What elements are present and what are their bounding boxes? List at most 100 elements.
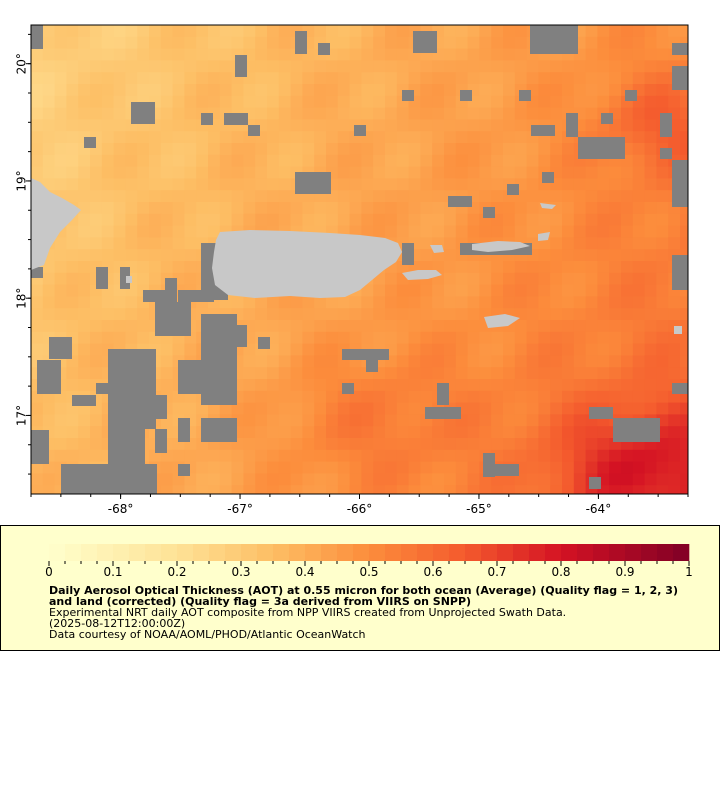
aot-cell: [396, 402, 409, 415]
aot-cell: [396, 379, 409, 392]
aot-cell: [550, 367, 563, 380]
aot-cell: [550, 60, 563, 73]
aot-cell: [160, 261, 173, 274]
aot-cell: [278, 308, 291, 321]
aot-cell: [656, 166, 669, 179]
aot-cell: [90, 202, 103, 215]
aot-cell: [267, 296, 280, 309]
aot-cell: [137, 237, 150, 250]
aot-cell: [550, 143, 563, 156]
aot-cell: [621, 296, 634, 309]
aot-cell: [361, 202, 374, 215]
aot-cell: [231, 485, 244, 494]
aot-cell: [255, 426, 268, 439]
aot-cell: [514, 284, 527, 297]
aot-cell: [31, 343, 44, 356]
aot-cell: [609, 237, 622, 250]
missing-data-cell: [413, 31, 437, 53]
missing-data-cell: [295, 31, 307, 54]
colorbar-cell: [161, 544, 178, 561]
aot-cell: [326, 119, 339, 132]
missing-data-cell: [589, 477, 601, 489]
aot-cell: [314, 426, 327, 439]
aot-cell: [385, 48, 398, 61]
aot-cell: [514, 308, 527, 321]
aot-cell: [503, 261, 516, 274]
aot-cell: [444, 166, 457, 179]
aot-cell: [479, 379, 492, 392]
aot-cell: [597, 461, 610, 474]
aot-cell: [550, 355, 563, 368]
aot-cell: [243, 426, 256, 439]
aot-cell: [609, 213, 622, 226]
colorbar-cell: [369, 544, 386, 561]
missing-data-cell: [248, 125, 260, 136]
aot-cell: [184, 166, 197, 179]
aot-cell: [137, 25, 150, 38]
aot-cell: [562, 355, 575, 368]
aot-cell: [632, 213, 645, 226]
aot-cell: [31, 296, 44, 309]
aot-cell: [597, 390, 610, 403]
aot-cell: [78, 355, 91, 368]
land-culebra: [430, 245, 444, 253]
aot-cell: [573, 449, 586, 462]
aot-cell: [644, 473, 657, 486]
aot-cell: [243, 213, 256, 226]
missing-data-cell: [566, 113, 578, 137]
aot-cell: [526, 331, 539, 344]
aot-cell: [668, 213, 681, 226]
aot-cell: [573, 284, 586, 297]
aot-cell: [314, 143, 327, 156]
aot-cell: [656, 190, 669, 203]
legend-panel: 0 0.1 0.2 0.3 0.4 0.5 0.6 0.7 0.8 0.9 1 Daily Aero…: [0, 525, 720, 651]
missing-data-cell: [295, 172, 331, 194]
aot-cell: [219, 402, 232, 415]
colorbar-cell: [353, 544, 370, 561]
aot-cell: [196, 72, 209, 85]
aot-cell: [196, 178, 209, 191]
aot-cell: [597, 225, 610, 238]
aot-cell: [573, 461, 586, 474]
aot-cell: [420, 178, 433, 191]
aot-cell: [455, 154, 468, 167]
aot-cell: [278, 414, 291, 427]
aot-cell: [125, 320, 138, 333]
aot-cell: [219, 60, 232, 73]
aot-cell: [278, 166, 291, 179]
aot-cell: [373, 284, 386, 297]
aot-cell: [444, 237, 457, 250]
aot-cell: [467, 320, 480, 333]
aot-cell: [585, 36, 598, 49]
aot-cell: [503, 225, 516, 238]
aot-cell: [621, 48, 634, 61]
aot-cell: [314, 213, 327, 226]
aot-cell: [621, 190, 634, 203]
aot-cell: [597, 284, 610, 297]
aot-cell: [361, 84, 374, 97]
aot-cell: [467, 449, 480, 462]
aot-cell: [526, 261, 539, 274]
aot-cell: [573, 438, 586, 451]
aot-cell: [149, 60, 162, 73]
aot-cell: [503, 296, 516, 309]
aot-cell: [491, 84, 504, 97]
aot-cell: [420, 166, 433, 179]
aot-cell: [42, 402, 55, 415]
aot-cell: [172, 36, 185, 49]
aot-cell: [550, 414, 563, 427]
missing-data-cell: [589, 407, 613, 419]
aot-cell: [137, 60, 150, 73]
aot-cell: [444, 131, 457, 144]
aot-cell: [420, 367, 433, 380]
aot-cell: [420, 449, 433, 462]
aot-cell: [385, 379, 398, 392]
aot-cell: [361, 143, 374, 156]
aot-cell: [621, 261, 634, 274]
aot-cell: [137, 84, 150, 97]
aot-cell: [361, 414, 374, 427]
colorbar-cell: [577, 544, 594, 561]
aot-cell: [113, 95, 126, 108]
aot-cell: [278, 296, 291, 309]
aot-cell: [597, 237, 610, 250]
